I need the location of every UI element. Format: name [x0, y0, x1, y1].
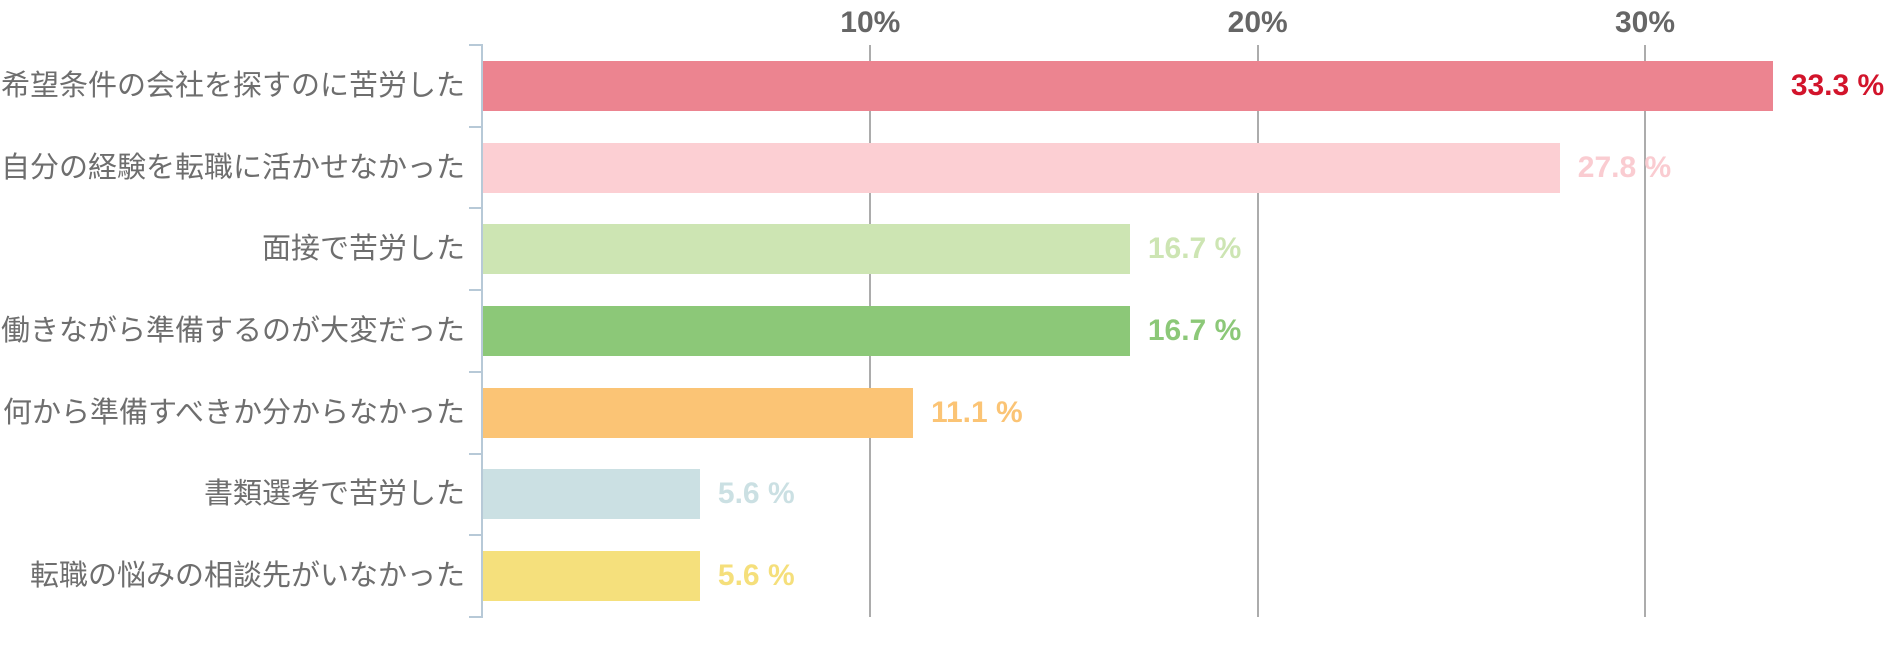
value-label: 5.6 %: [717, 559, 795, 593]
category-label: 何から準備すべきか分からなかった: [3, 396, 465, 429]
bar: [483, 224, 1130, 275]
category-label: 転職の悩みの相談先がいなかった: [29, 560, 465, 593]
gridline: [1644, 45, 1646, 617]
value-label: 16.7 %: [1147, 314, 1242, 347]
y-axis: [481, 44, 483, 618]
y-axis-tick: [469, 207, 481, 210]
x-tick-label: 10%: [840, 6, 901, 39]
category-label: 自分の経験を転職に活かせなかった: [0, 151, 465, 184]
y-axis-tick: [469, 289, 481, 292]
x-tick-label: 30%: [1614, 6, 1676, 39]
y-axis-tick: [469, 616, 481, 618]
value-label: 27.8 %: [1577, 150, 1672, 184]
gridline: [1256, 45, 1259, 617]
y-axis-tick: [469, 125, 481, 128]
value-label: 33.3 %: [1790, 68, 1885, 102]
y-axis-tick: [469, 452, 481, 455]
category-label: 面接で苦労した: [261, 233, 465, 266]
value-label: 5.6 %: [717, 477, 795, 511]
value-label: 16.7 %: [1147, 232, 1242, 266]
bar: [483, 387, 913, 438]
category-label: 書類選考で苦労した: [203, 478, 465, 511]
category-label: 働きながら準備するのが大変だった: [0, 315, 465, 347]
bar: [483, 469, 700, 520]
bar: [483, 551, 700, 602]
y-axis-tick: [469, 370, 481, 373]
bar: [483, 60, 1773, 111]
bar: [483, 142, 1560, 193]
y-axis-tick: [469, 44, 481, 46]
y-axis-tick: [469, 534, 481, 537]
x-tick-label: 20%: [1227, 6, 1288, 39]
value-label: 11.1 %: [930, 395, 1023, 429]
bar: [483, 306, 1130, 356]
category-label: 希望条件の会社を探すのに苦労した: [0, 69, 465, 102]
